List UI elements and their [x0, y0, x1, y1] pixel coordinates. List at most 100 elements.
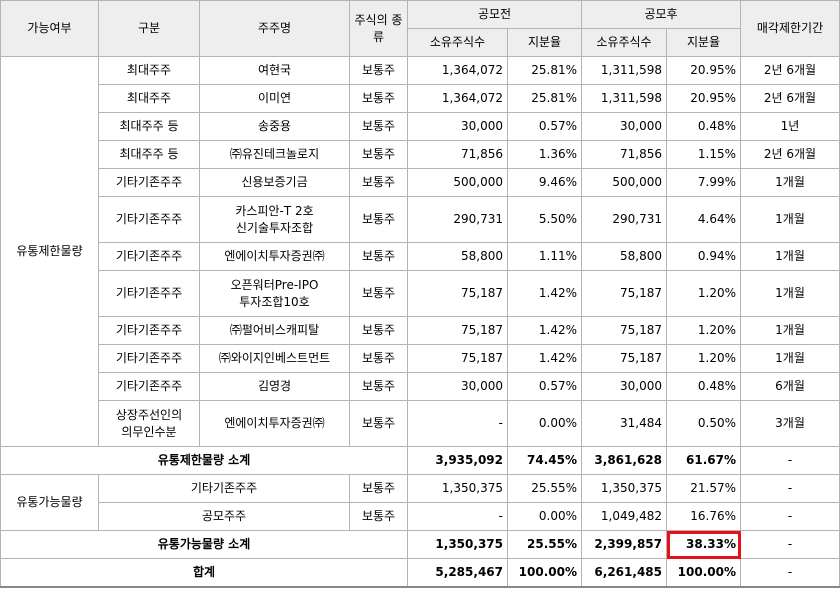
row-pre-shares: 1,364,072	[407, 84, 508, 113]
total-post-shares: 6,261,485	[581, 558, 667, 588]
row-pre-shares: 75,187	[407, 270, 508, 317]
restricted-subtotal-row: 유통제한물량 소계 3,935,092 74.45% 3,861,628 61.67% -	[0, 446, 840, 475]
header-row-1: 가능여부 구분 주주명 주식의 종류 공모전 공모후 매각제한기간	[0, 0, 840, 57]
restricted-subtotal-pre-shares: 3,935,092	[407, 446, 508, 475]
row-post-ratio: 1.20%	[666, 270, 741, 317]
row-category: 기타기존주주	[98, 168, 200, 197]
header-shareholder: 주주명	[199, 0, 350, 57]
row-lockup: 1년	[740, 112, 840, 141]
row-category: 기타기존주주	[98, 196, 200, 243]
row-post-shares: 31,484	[581, 400, 667, 447]
row-post-ratio: 1.15%	[666, 140, 741, 169]
restricted-row: 최대주주 등 송중용 보통주 30,000 0.57% 30,000 0.48% 1년	[1, 112, 840, 141]
tradable-subtotal-lockup: -	[740, 530, 840, 559]
header-post-ratio: 지분율	[666, 28, 741, 57]
row-pre-shares: 30,000	[407, 372, 508, 401]
row-lockup: 6개월	[740, 372, 840, 401]
row-post-shares: 58,800	[581, 242, 667, 271]
row-pre-ratio: 1.42%	[507, 344, 582, 373]
row-share-type: 보통주	[349, 112, 408, 141]
header-row-2: 소유주식수 지분율 소유주식수 지분율	[1, 28, 840, 57]
restricted-subtotal-post-ratio: 61.67%	[666, 446, 741, 475]
restricted-subtotal-post-shares: 3,861,628	[581, 446, 667, 475]
row-pre-ratio: 25.81%	[507, 56, 582, 85]
row-post-ratio: 0.94%	[666, 242, 741, 271]
header-availability: 가능여부	[0, 0, 99, 57]
tradable-subtotal-pre-ratio: 25.55%	[507, 530, 582, 559]
header-share-type: 주식의 종류	[349, 0, 408, 57]
row-pre-ratio: 0.00%	[507, 400, 582, 447]
row-post-ratio: 0.50%	[666, 400, 741, 447]
row-post-shares: 75,187	[581, 270, 667, 317]
row-post-ratio: 0.48%	[666, 112, 741, 141]
row-shareholder-name: ㈜펄어비스캐피탈	[199, 316, 350, 345]
tradable-row-name: 기타기존주주	[98, 474, 350, 503]
row-post-ratio: 0.48%	[666, 372, 741, 401]
header-pre-shares: 소유주식수	[407, 28, 508, 57]
tradable-row-name: 공모주주	[98, 502, 350, 531]
restricted-row: 유통제한물량 최대주주 여현국 보통주 1,364,072 25.81% 1,311,598…	[0, 56, 840, 447]
row-shareholder-name: 여현국	[199, 56, 350, 85]
row-share-type: 보통주	[349, 242, 408, 271]
row-pre-shares: 290,731	[407, 196, 508, 243]
row-shareholder-name: 카스피안-T 2호 신기술투자조합	[199, 196, 350, 243]
row-post-shares: 30,000	[581, 372, 667, 401]
row-pre-ratio: 0.57%	[507, 112, 582, 141]
row-shareholder-name: 김영경	[199, 372, 350, 401]
header-post-shares: 소유주식수	[581, 28, 667, 57]
row-post-shares: 1,311,598	[581, 84, 667, 113]
tradable-subtotal-pre-shares: 1,350,375	[407, 530, 508, 559]
total-lockup: -	[740, 558, 840, 588]
total-pre-shares: 5,285,467	[407, 558, 508, 588]
restricted-row: 기타기존주주 엔에이치투자증권㈜ 보통주 58,800 1.11% 58,800 0.94%…	[1, 242, 840, 271]
tradable-subtotal-label: 유통가능물량 소계	[0, 530, 408, 559]
row-post-shares: 30,000	[581, 112, 667, 141]
tradable-row-post-ratio: 16.76%	[666, 502, 741, 531]
tradable-row-lockup: -	[740, 502, 840, 531]
row-post-ratio: 20.95%	[666, 84, 741, 113]
restricted-row: 기타기존주주 김영경 보통주 30,000 0.57% 30,000 0.48% 6개월	[1, 372, 840, 401]
tradable-row: 유통가능물량 기타기존주주 보통주 1,350,375 25.55% 1,350,375 2…	[0, 474, 840, 531]
row-share-type: 보통주	[349, 84, 408, 113]
header-pre-ipo: 공모전	[407, 0, 582, 29]
row-lockup: 2년 6개월	[740, 84, 840, 113]
row-pre-shares: 1,364,072	[407, 56, 508, 85]
row-shareholder-name: 엔에이치투자증권㈜	[199, 400, 350, 447]
row-lockup: 1개월	[740, 316, 840, 345]
tradable-subtotal-post-ratio: 38.33%	[666, 530, 741, 559]
row-share-type: 보통주	[349, 168, 408, 197]
row-post-shares: 75,187	[581, 316, 667, 345]
tradable-row-post-ratio: 21.57%	[666, 474, 741, 503]
row-category: 기타기존주주	[98, 242, 200, 271]
total-label: 합계	[0, 558, 408, 588]
row-pre-shares: 75,187	[407, 316, 508, 345]
tradable-row-post-shares: 1,049,482	[581, 502, 667, 531]
row-post-shares: 500,000	[581, 168, 667, 197]
tradable-row-post-shares: 1,350,375	[581, 474, 667, 503]
row-share-type: 보통주	[349, 56, 408, 85]
tradable-row-share-type: 보통주	[349, 502, 408, 531]
row-shareholder-name: 신용보증기금	[199, 168, 350, 197]
row-post-shares: 71,856	[581, 140, 667, 169]
row-lockup: 1개월	[740, 168, 840, 197]
row-post-ratio: 20.95%	[666, 56, 741, 85]
row-post-shares: 75,187	[581, 344, 667, 373]
row-post-ratio: 1.20%	[666, 316, 741, 345]
tradable-row-pre-ratio: 0.00%	[507, 502, 582, 531]
row-category: 최대주주	[98, 84, 200, 113]
row-pre-ratio: 1.42%	[507, 316, 582, 345]
row-post-ratio: 1.20%	[666, 344, 741, 373]
row-post-ratio: 4.64%	[666, 196, 741, 243]
tradable-subtotal-post-shares: 2,399,857	[581, 530, 667, 559]
tradable-row-pre-shares: 1,350,375	[407, 474, 508, 503]
tradable-group-label: 유통가능물량	[0, 474, 99, 531]
row-shareholder-name: 송중용	[199, 112, 350, 141]
row-share-type: 보통주	[349, 344, 408, 373]
row-share-type: 보통주	[349, 196, 408, 243]
row-shareholder-name: 오픈워터Pre-IPO 투자조합10호	[199, 270, 350, 317]
row-pre-ratio: 1.36%	[507, 140, 582, 169]
row-share-type: 보통주	[349, 372, 408, 401]
row-lockup: 1개월	[740, 196, 840, 243]
restricted-subtotal-lockup: -	[740, 446, 840, 475]
